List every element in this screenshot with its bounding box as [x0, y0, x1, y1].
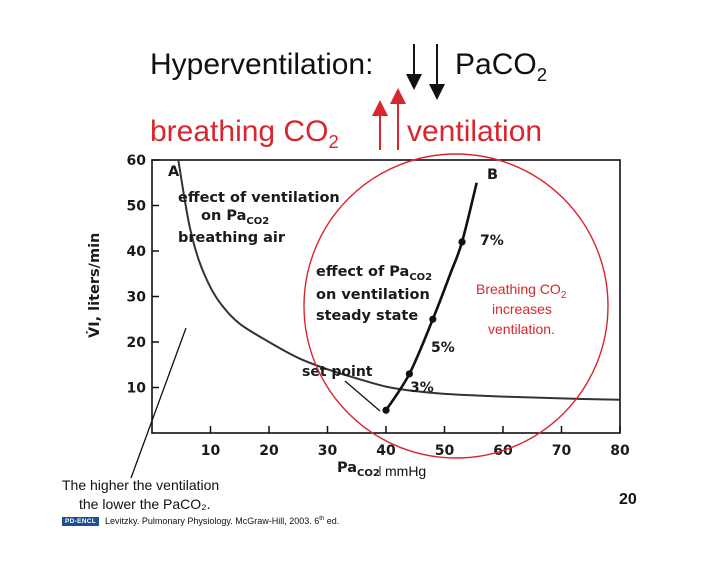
title-suffix: PaCO2: [455, 48, 548, 85]
title-prefix: Hyperventilation:: [150, 48, 374, 81]
x-axis: 10 20 30 40 50 60 70 80: [201, 426, 630, 459]
data-point: [458, 238, 466, 246]
unit-label: mmHg: [385, 463, 427, 479]
label-3-percent: 3%: [410, 380, 434, 396]
series-a-label: A: [168, 164, 180, 180]
label-7-percent: 7%: [480, 233, 504, 249]
title-line2-right: ventilation: [407, 115, 543, 148]
y-axis-label: V̇I, liters/min: [86, 233, 103, 338]
annotation-pco2-line1: effect of PaCO2: [316, 264, 432, 283]
annotation-vent-line1: effect of ventilation: [178, 190, 340, 206]
data-point: [405, 370, 413, 378]
y-tick-label: 50: [127, 199, 147, 215]
x-tick-label: 30: [318, 443, 338, 459]
note-line1: The higher the ventilation: [62, 477, 220, 493]
series-b-points: [382, 238, 466, 414]
red-note-line1: Breathing CO2: [476, 281, 567, 301]
note-pointer: [130, 327, 187, 479]
label-set-point: set point: [302, 364, 373, 380]
publisher-logo: PD-ENCL: [62, 516, 99, 526]
y-axis: 10 20 30 40 50 60: [127, 153, 159, 397]
y-tick-label: 40: [127, 244, 147, 260]
annotation-vent-line2: on PaCO2: [201, 208, 269, 227]
y-tick-label: 10: [127, 381, 147, 397]
title-line1: Hyperventilation:: [150, 48, 373, 82]
y-tick-label: 30: [127, 290, 147, 306]
title-line2-left: breathing CO2: [150, 115, 339, 152]
y-tick-label: 20: [127, 335, 147, 351]
x-tick-label: 50: [435, 443, 455, 459]
highlight-circle: [303, 153, 609, 459]
citation-row: PD-ENCL Levitzky. Pulmonary Physiology. …: [62, 516, 339, 526]
red-note-line2: increases: [492, 301, 552, 317]
series-b-label: B: [487, 167, 498, 183]
data-point: [382, 406, 390, 414]
citation: Levitzky. Pulmonary Physiology. McGraw-H…: [105, 516, 340, 526]
series-b-line: [384, 182, 478, 411]
x-tick-label: 40: [376, 443, 396, 459]
x-tick-label: 20: [259, 443, 279, 459]
annotation-pco2-line3: steady state: [316, 308, 418, 324]
annotation-vent-line3: breathing air: [178, 230, 286, 246]
annotation-pco2-line2: on ventilation: [316, 287, 430, 303]
set-point-pointer: [344, 380, 381, 412]
svg-text:PaCO2: PaCO2: [337, 460, 380, 479]
y-tick-label: 60: [127, 153, 147, 169]
series-a-line: [177, 159, 621, 401]
data-point: [429, 315, 437, 323]
x-tick-label: 80: [610, 443, 630, 459]
red-note-line3: ventilation.: [488, 321, 555, 337]
x-tick-label: 10: [201, 443, 221, 459]
page-number: 20: [619, 491, 637, 508]
label-5-percent: 5%: [431, 340, 455, 356]
x-axis-label: PaCO2: [337, 460, 380, 479]
x-tick-label: 70: [552, 443, 572, 459]
note-line2: the lower the PaCO₂.: [79, 496, 211, 512]
